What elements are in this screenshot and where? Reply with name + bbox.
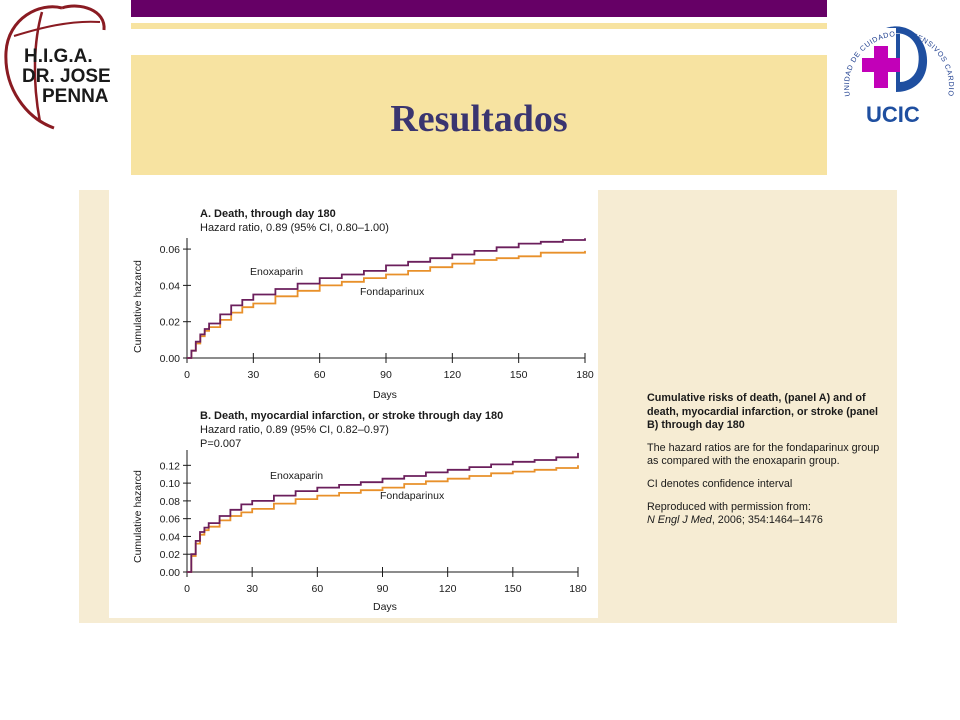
panel-b-ylabel: Cumulative hazarcd (132, 470, 144, 563)
caption-note-hazard: The hazard ratios are for the fondaparin… (647, 441, 880, 468)
panel-a-series-enoxaparin (187, 238, 586, 359)
panel-a-label-fondaparinux: Fondaparinux (360, 286, 425, 298)
panel-b-x-tick-label: 30 (246, 583, 258, 595)
panel-a-ylabel: Cumulative hazarcd (132, 260, 144, 353)
title-box: Resultados (131, 55, 827, 175)
panel-b-label-enoxaparin: Enoxaparin (270, 470, 323, 482)
panel-b-x-tick-label: 60 (311, 583, 323, 595)
panel-a-x-tick-label: 90 (380, 369, 392, 381)
panel-b-series-enoxaparin (187, 452, 579, 573)
caption-source-prefix: Reproduced with permission from: (647, 500, 811, 513)
panel-b-y-tick-label: 0.04 (160, 531, 181, 543)
caption-source-journal: N Engl J Med (647, 514, 712, 527)
header-stripe (131, 23, 827, 29)
panel-b-y-tick-label: 0.02 (160, 549, 181, 561)
panel-a-y-tick-label: 0.06 (160, 244, 181, 256)
panel-a: A. Death, through day 180 Hazard ratio, … (132, 208, 425, 401)
higa-logo: H.I.G.A. DR. JOSE PENNA (4, 4, 111, 130)
panel-a-x-tick-label: 120 (444, 369, 462, 381)
panel-b-title: B. Death, myocardial infarction, or stro… (200, 410, 503, 422)
logo-line-3: PENNA (42, 86, 109, 107)
ucic-logo: UNIDAD DE CUIDADOS INTENSIVOS CARDIOVASC… (836, 0, 955, 127)
panel-b-xlabel: Days (373, 601, 397, 613)
panel-a-x-tick-label: 30 (247, 369, 259, 381)
logo-line-2: DR. JOSE (22, 66, 111, 87)
panel-b-y-tick-label: 0.06 (160, 514, 181, 526)
panel-b: B. Death, myocardial infarction, or stro… (132, 410, 503, 613)
panel-a-x-tick-label: 60 (314, 369, 326, 381)
panel-a-y-tick-label: 0.02 (160, 317, 181, 329)
panel-a-x-tick-label: 150 (510, 369, 528, 381)
caption-title: Cumulative risks of death, (panel A) and… (647, 392, 878, 432)
figure-chart-area (109, 190, 598, 618)
panel-b-label-fondaparinux: Fondaparinux (380, 490, 445, 502)
panel-a-x-tick-label: 0 (184, 369, 190, 381)
caption-source-rest: , 2006; 354:1464–1476 (711, 514, 823, 527)
slide-title: Resultados (390, 98, 568, 140)
panel-b-subtitle-1: Hazard ratio, 0.89 (95% CI, 0.82–0.97) (200, 424, 389, 436)
header-purple-bar (131, 0, 827, 17)
panel-a-plot: 0 30 60 90 120 150 180 0.00 0.02 0.04 0.06 (160, 238, 594, 381)
logo-line-1: H.I.G.A. (24, 46, 93, 67)
caption-note-ci: CI denotes confidence interval (647, 477, 793, 490)
panel-b-y-tick-label: 0.08 (160, 496, 181, 508)
panel-b-x-tick-label: 150 (504, 583, 522, 595)
panel-a-subtitle: Hazard ratio, 0.89 (95% CI, 0.80–1.00) (200, 222, 389, 234)
panel-b-x-tick-label: 120 (439, 583, 457, 595)
panel-b-x-tick-label: 180 (569, 583, 587, 595)
panel-a-label-enoxaparin: Enoxaparin (250, 266, 303, 278)
panel-b-y-tick-label: 0.00 (160, 567, 181, 579)
logo-acronym: UCIC (866, 102, 920, 127)
panel-a-y-tick-label: 0.04 (160, 280, 181, 292)
panel-b-subtitle-2: P=0.007 (200, 438, 241, 450)
figure-caption: Cumulative risks of death, (panel A) and… (647, 392, 887, 537)
caption-source: Reproduced with permission from: N Engl … (647, 501, 887, 528)
panel-b-plot: 0 30 60 90 120 150 180 0.00 0.02 0.04 0.06 0.08 0.10… (160, 450, 587, 595)
panel-b-x-tick-label: 0 (184, 583, 190, 595)
panel-b-y-tick-label: 0.10 (160, 478, 181, 490)
panel-a-y-tick-label: 0.00 (160, 353, 181, 365)
panel-a-xlabel: Days (373, 389, 397, 401)
panel-a-x-tick-label: 180 (576, 369, 594, 381)
panel-b-x-tick-label: 90 (377, 583, 389, 595)
panel-b-y-tick-label: 0.12 (160, 460, 181, 472)
panel-a-title: A. Death, through day 180 (200, 208, 336, 220)
